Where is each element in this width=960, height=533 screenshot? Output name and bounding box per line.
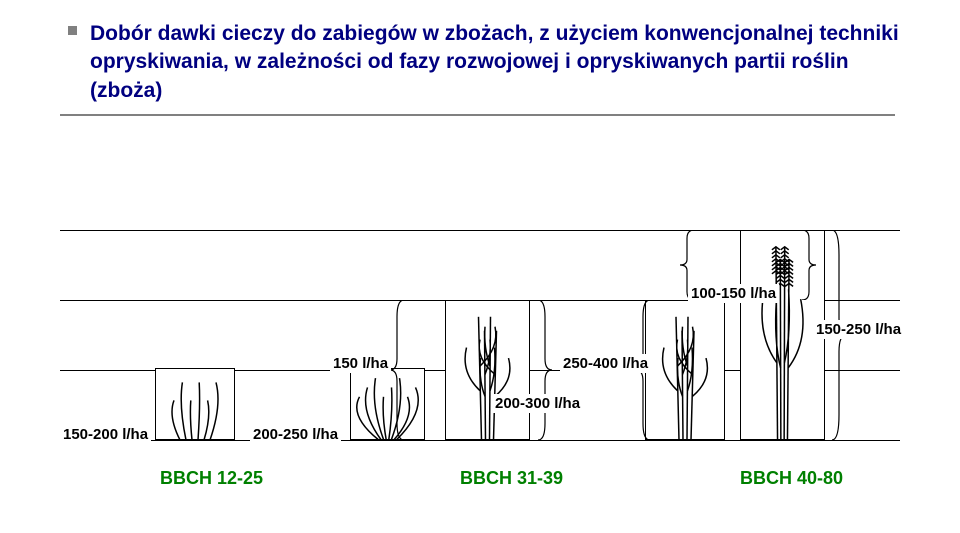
plant-illustration	[645, 300, 725, 445]
dose-label: 150 l/ha	[330, 354, 391, 373]
title-underline	[60, 114, 895, 116]
title-bullet	[68, 26, 77, 35]
curly-brace	[536, 300, 554, 445]
bbch-stage-label: BBCH 12-25	[160, 468, 263, 489]
bbch-stage-label: BBCH 31-39	[460, 468, 563, 489]
dose-label: 150-250 l/ha	[813, 320, 904, 339]
dose-label: 150-200 l/ha	[60, 425, 151, 444]
dose-label: 100-150 l/ha	[688, 284, 779, 303]
page-title: Dobór dawki cieczy do zabiegów w zbożach…	[90, 20, 900, 105]
dose-label: 200-250 l/ha	[250, 425, 341, 444]
plant-illustration	[445, 300, 530, 445]
bbch-stage-label: BBCH 40-80	[740, 468, 843, 489]
curly-brace	[800, 230, 818, 305]
dose-label: 200-300 l/ha	[492, 394, 583, 413]
dose-label: 250-400 l/ha	[560, 354, 651, 373]
growth-stage-chart: 100-150 l/ha150-250 l/ha150 l/ha250-400 …	[60, 150, 900, 490]
plant-illustration	[155, 368, 235, 445]
